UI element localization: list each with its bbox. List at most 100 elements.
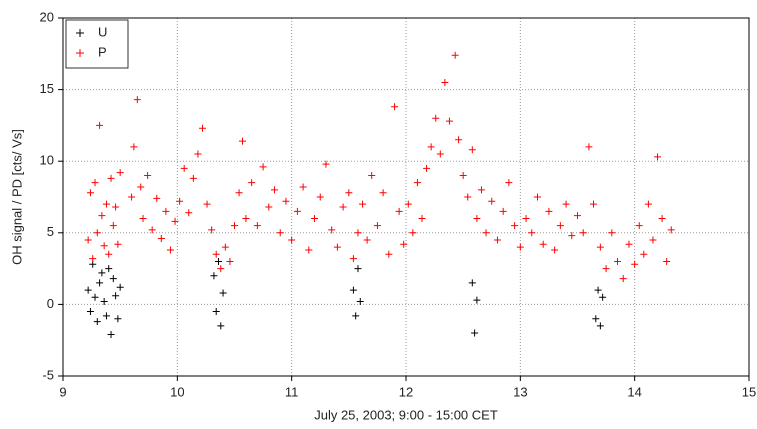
point — [477, 186, 485, 194]
point — [84, 286, 92, 294]
point — [568, 232, 576, 240]
point — [356, 298, 364, 306]
point — [599, 293, 607, 301]
y-tick-label: -5 — [42, 367, 54, 382]
point — [423, 164, 431, 172]
point — [614, 257, 622, 265]
point — [282, 197, 290, 205]
series — [84, 257, 607, 338]
point — [105, 250, 113, 258]
point — [100, 242, 108, 250]
point — [427, 143, 435, 151]
point — [109, 222, 117, 230]
point — [594, 286, 602, 294]
point — [259, 163, 267, 171]
point — [654, 153, 662, 161]
point — [539, 240, 547, 248]
point — [86, 308, 94, 316]
point — [212, 308, 220, 316]
point — [91, 179, 99, 187]
point — [84, 236, 92, 244]
point — [418, 214, 426, 222]
point — [239, 137, 247, 145]
point — [625, 240, 633, 248]
y-axis-label: OH signal / PD [cts/ Vs] — [9, 129, 24, 265]
point — [359, 200, 367, 208]
legend-label: U — [98, 24, 107, 39]
point — [176, 197, 184, 205]
point — [114, 315, 122, 323]
point — [631, 260, 639, 268]
point — [316, 193, 324, 201]
point — [139, 214, 147, 222]
point — [349, 255, 357, 263]
point — [373, 222, 381, 230]
point — [596, 322, 604, 330]
point — [305, 246, 313, 254]
point — [98, 212, 106, 220]
point — [153, 194, 161, 202]
legend-label: P — [98, 44, 107, 59]
point — [98, 269, 106, 277]
point — [93, 229, 101, 237]
x-tick-label: 11 — [285, 384, 299, 399]
point — [349, 286, 357, 294]
point — [253, 222, 261, 230]
point — [339, 203, 347, 211]
point — [137, 183, 145, 191]
point — [212, 250, 220, 258]
point — [185, 209, 193, 217]
point — [445, 117, 453, 125]
point — [345, 189, 353, 197]
point — [105, 265, 113, 273]
point — [162, 207, 170, 215]
point — [328, 226, 336, 234]
point — [322, 160, 330, 168]
point — [468, 279, 476, 287]
point — [148, 226, 156, 234]
point — [235, 189, 243, 197]
point — [482, 229, 490, 237]
point — [242, 214, 250, 222]
point — [157, 235, 165, 243]
point — [528, 229, 536, 237]
point — [293, 207, 301, 215]
point — [217, 322, 225, 330]
point — [352, 312, 360, 320]
point — [385, 250, 393, 258]
point — [194, 150, 202, 158]
point — [128, 193, 136, 201]
point — [130, 143, 138, 151]
legend-marker — [76, 49, 84, 57]
point — [451, 51, 459, 59]
point — [112, 292, 120, 300]
point — [391, 103, 399, 111]
point — [533, 193, 541, 201]
point — [556, 222, 564, 230]
point — [276, 229, 284, 237]
point — [214, 257, 222, 265]
point — [413, 179, 421, 187]
x-tick-label: 9 — [59, 384, 66, 399]
point — [473, 296, 481, 304]
point — [488, 197, 496, 205]
point — [602, 265, 610, 273]
point — [271, 186, 279, 194]
x-tick-label: 15 — [742, 384, 756, 399]
point — [231, 222, 238, 230]
point — [311, 214, 319, 222]
point — [471, 329, 479, 337]
point — [265, 203, 273, 211]
x-tick-label: 13 — [513, 384, 527, 399]
point — [368, 172, 376, 180]
point — [102, 312, 110, 320]
point — [171, 217, 179, 225]
point — [116, 283, 124, 291]
point — [288, 236, 296, 244]
point — [208, 226, 216, 234]
point — [441, 78, 449, 86]
point — [592, 315, 600, 323]
point — [354, 265, 362, 273]
x-tick-label: 12 — [399, 384, 413, 399]
point — [109, 275, 117, 283]
